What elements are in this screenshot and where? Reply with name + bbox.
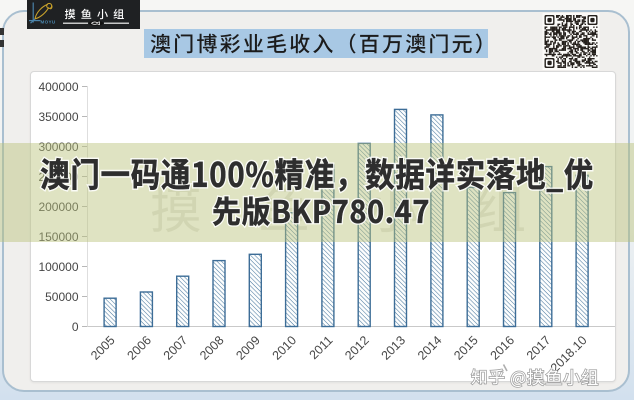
svg-text:300000: 300000	[38, 140, 78, 154]
svg-text:0: 0	[72, 320, 79, 334]
svg-text:350000: 350000	[38, 110, 78, 124]
svg-text:100000: 100000	[38, 260, 78, 274]
svg-text:200000: 200000	[38, 200, 78, 214]
svg-text:400000: 400000	[38, 80, 78, 94]
svg-text:50000: 50000	[45, 290, 79, 304]
svg-text:150000: 150000	[38, 230, 78, 244]
svg-text:MOYU: MOYU	[41, 20, 56, 25]
